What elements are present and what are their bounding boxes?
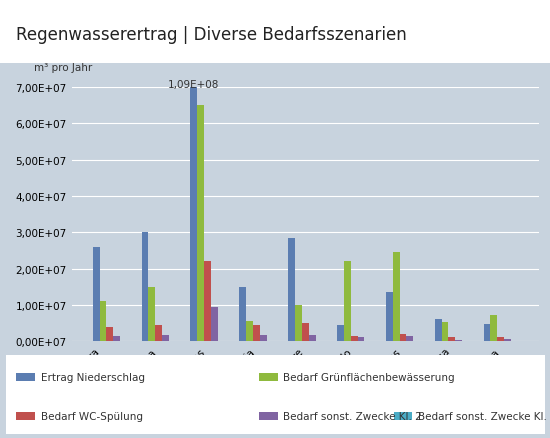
Bar <box>259 373 278 381</box>
Text: Regenwasserertrag | Diverse Bedarfsszenarien: Regenwasserertrag | Diverse Bedarfsszena… <box>16 26 407 44</box>
Bar <box>260 335 267 342</box>
Bar <box>399 334 406 342</box>
Bar <box>455 340 462 342</box>
Bar <box>448 338 455 342</box>
Text: Bedarf sonst. Zwecke Kl. 2: Bedarf sonst. Zwecke Kl. 2 <box>283 411 422 421</box>
Bar <box>504 339 511 342</box>
Bar <box>393 253 399 342</box>
Bar <box>16 373 35 381</box>
Bar <box>197 106 204 342</box>
Text: Bedarf Grünflächenbewässerung: Bedarf Grünflächenbewässerung <box>283 372 455 382</box>
Bar <box>155 325 162 342</box>
Bar <box>406 336 413 342</box>
Text: Ertrag Niederschlag: Ertrag Niederschlag <box>41 372 145 382</box>
Bar <box>107 327 113 342</box>
Bar <box>259 412 278 420</box>
Bar <box>246 321 253 342</box>
Bar <box>497 337 504 342</box>
Bar <box>141 233 148 342</box>
Bar <box>253 325 260 342</box>
Bar <box>190 0 197 342</box>
Bar <box>239 287 246 342</box>
Text: Bedarf sonst. Zwecke Kl. 1: Bedarf sonst. Zwecke Kl. 1 <box>418 411 550 421</box>
Text: Bedarf WC-Spülung: Bedarf WC-Spülung <box>41 411 142 421</box>
Bar <box>113 336 120 342</box>
Bar <box>309 335 316 342</box>
Bar <box>442 322 448 342</box>
Text: 1,09E+08: 1,09E+08 <box>168 79 219 89</box>
Bar <box>148 287 155 342</box>
Bar <box>358 337 364 342</box>
Bar <box>295 305 302 342</box>
Text: m³ pro Jahr: m³ pro Jahr <box>34 62 92 72</box>
Bar <box>491 315 497 342</box>
Bar <box>394 412 412 420</box>
Bar <box>204 262 211 342</box>
Bar <box>386 293 393 342</box>
Bar <box>100 302 107 342</box>
Bar <box>337 325 344 342</box>
Bar <box>302 323 309 342</box>
Bar <box>162 335 169 342</box>
Bar <box>434 319 442 342</box>
Bar <box>288 238 295 342</box>
Bar <box>483 324 491 342</box>
Bar <box>344 262 351 342</box>
Bar <box>351 336 358 342</box>
Bar <box>16 412 35 420</box>
Bar <box>93 247 100 342</box>
Bar <box>211 307 218 342</box>
